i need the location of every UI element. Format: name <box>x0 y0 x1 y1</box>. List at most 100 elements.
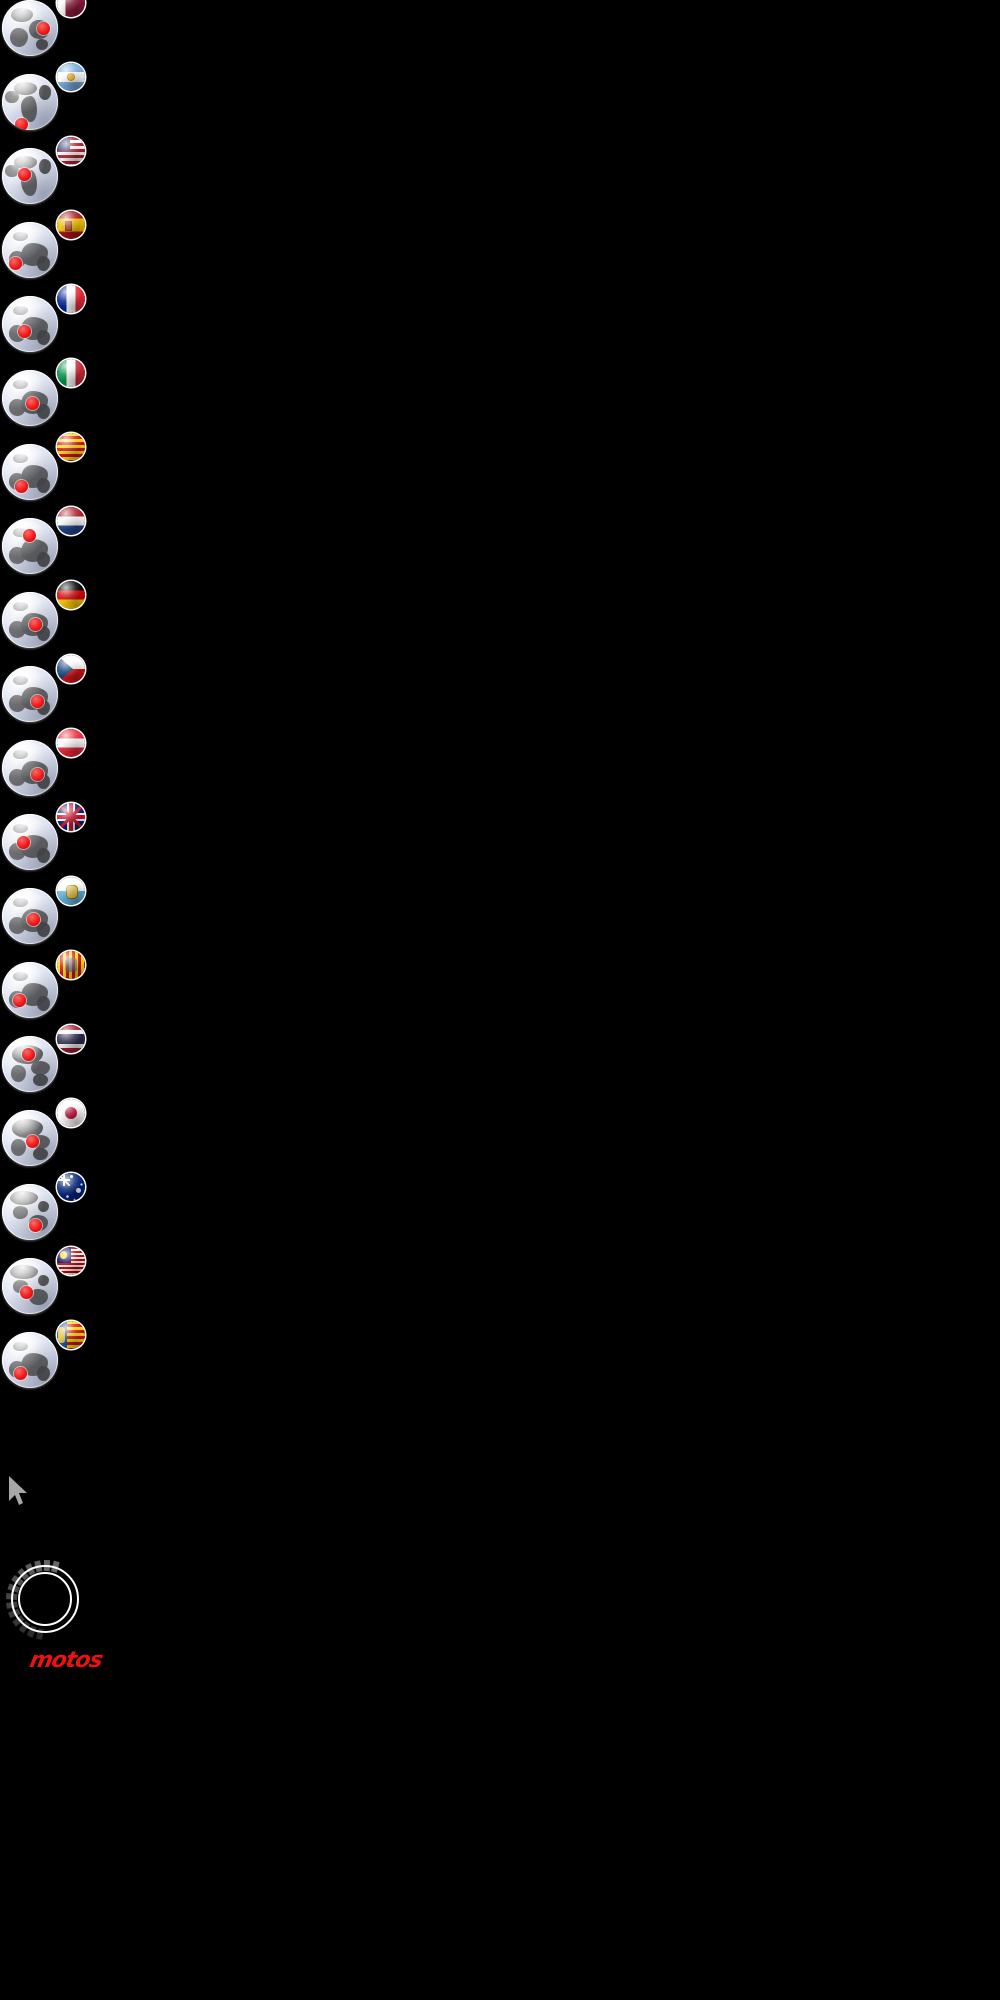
locale-list-item[interactable] <box>0 211 110 296</box>
location-marker-icon <box>31 768 45 781</box>
locale-list-item[interactable] <box>0 581 110 666</box>
globe-shading <box>2 740 58 796</box>
globe-icon <box>2 1258 58 1314</box>
flag-surface <box>57 1321 85 1349</box>
locale-list-item[interactable] <box>0 0 110 74</box>
country-locale-list[interactable] <box>0 0 110 1406</box>
flag-badge-at[interactable] <box>57 729 85 757</box>
globe-icon <box>2 370 58 426</box>
locale-list-item[interactable] <box>0 507 110 592</box>
flag-surface <box>57 507 85 535</box>
flag-surface <box>57 1173 85 1201</box>
flag-surface <box>57 1025 85 1053</box>
flag-badge-cz[interactable] <box>57 655 85 683</box>
flag-badge-de[interactable] <box>57 581 85 609</box>
locale-list-item[interactable] <box>0 1025 110 1110</box>
mouse-pointer-cursor <box>8 1475 30 1507</box>
flag-surface <box>57 0 85 17</box>
globe-shading <box>2 1036 58 1092</box>
locale-list-item[interactable] <box>0 137 110 222</box>
flag-surface <box>57 655 85 683</box>
globe-icon <box>2 296 58 352</box>
flag-badge-val[interactable] <box>57 1321 85 1349</box>
location-marker-icon <box>9 256 23 270</box>
globe-icon <box>2 592 58 648</box>
location-marker-icon <box>18 325 32 339</box>
flag-badge-cat[interactable] <box>57 433 85 461</box>
globe-icon <box>2 1184 58 1240</box>
globe-icon <box>2 666 58 722</box>
location-marker-icon <box>15 479 29 493</box>
flag-surface <box>57 433 85 461</box>
globe-icon <box>2 1036 58 1092</box>
globe-icon <box>2 1332 58 1388</box>
location-marker-icon <box>20 1286 34 1299</box>
flag-badge-arg[interactable] <box>57 951 85 979</box>
flag-badge-fr[interactable] <box>57 285 85 313</box>
locale-list-item[interactable] <box>0 433 110 518</box>
flag-surface <box>57 803 85 831</box>
locale-list-item[interactable] <box>0 1099 110 1184</box>
flag-surface <box>57 211 85 239</box>
locale-list-item[interactable] <box>0 877 110 962</box>
locale-list-item[interactable] <box>0 803 110 888</box>
locale-list-item[interactable] <box>0 359 110 444</box>
flag-badge-us[interactable] <box>57 137 85 165</box>
flag-badge-qa[interactable] <box>57 0 85 17</box>
flag-badge-th[interactable] <box>57 1025 85 1053</box>
flag-surface <box>57 1099 85 1127</box>
location-marker-icon <box>15 117 29 130</box>
globe-shading <box>2 518 58 574</box>
globe-shading <box>2 296 58 352</box>
flag-surface <box>57 1247 85 1275</box>
location-marker-icon <box>25 1134 39 1148</box>
globe-shading <box>2 814 58 870</box>
flag-surface <box>57 877 85 905</box>
locale-list-item[interactable] <box>0 1321 110 1406</box>
flag-badge-nl[interactable] <box>57 507 85 535</box>
location-marker-icon <box>36 22 50 36</box>
location-marker-icon <box>31 695 45 709</box>
globe-icon <box>2 518 58 574</box>
location-marker-icon <box>22 1048 36 1062</box>
locale-list-item[interactable] <box>0 655 110 740</box>
locale-list-item[interactable] <box>0 729 110 814</box>
globe-icon <box>2 74 58 130</box>
loading-spinner <box>5 1559 86 1640</box>
location-marker-icon <box>12 994 26 1008</box>
locale-list-item[interactable] <box>0 285 110 370</box>
globe-shading <box>2 666 58 722</box>
flag-badge-sm[interactable] <box>57 877 85 905</box>
locale-list-item[interactable] <box>0 1173 110 1258</box>
globe-icon <box>2 814 58 870</box>
globe-shading <box>2 1184 58 1240</box>
flag-badge-it[interactable] <box>57 359 85 387</box>
location-marker-icon <box>25 396 39 410</box>
location-marker-icon <box>28 1218 42 1232</box>
location-marker-icon <box>13 1366 27 1380</box>
spinner-inner-ring <box>18 1572 72 1626</box>
cursor-arrow-icon <box>9 1476 27 1505</box>
globe-icon <box>2 962 58 1018</box>
location-marker-icon <box>26 912 40 926</box>
flag-badge-ar[interactable] <box>57 63 85 91</box>
locale-list-item[interactable] <box>0 63 110 148</box>
locale-list-item[interactable] <box>0 951 110 1036</box>
flag-surface <box>57 729 85 757</box>
flag-badge-my[interactable] <box>57 1247 85 1275</box>
globe-shading <box>2 1258 58 1314</box>
globe-shading <box>2 962 58 1018</box>
flag-badge-es[interactable] <box>57 211 85 239</box>
location-marker-icon <box>23 529 37 543</box>
locale-list-item[interactable] <box>0 1247 110 1332</box>
flag-surface <box>57 951 85 979</box>
brand-wordmark: motos <box>27 1648 105 1673</box>
flag-badge-jp[interactable] <box>57 1099 85 1127</box>
globe-icon <box>2 0 58 56</box>
flag-badge-gb[interactable] <box>57 803 85 831</box>
globe-icon <box>2 740 58 796</box>
flag-badge-au[interactable] <box>57 1173 85 1201</box>
flag-surface <box>57 581 85 609</box>
flag-surface <box>57 63 85 91</box>
location-marker-icon <box>17 168 31 182</box>
